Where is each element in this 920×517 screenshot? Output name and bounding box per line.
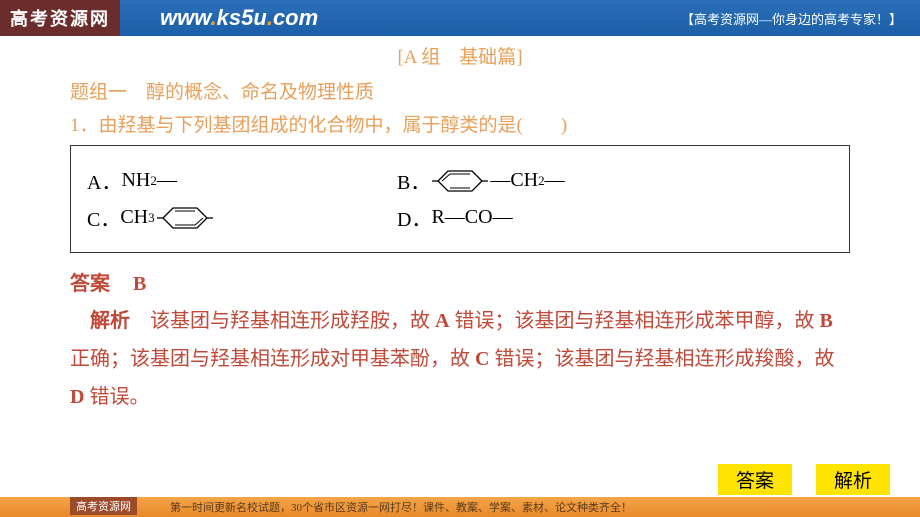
section-header: [A 组 基础篇] bbox=[70, 42, 850, 69]
explain-text: 错误；该基团与羟基相连形成羧酸，故 bbox=[489, 348, 834, 370]
option-formula: NH bbox=[121, 169, 150, 192]
top-banner: 高考资源网 www.ks5u.com 【高考资源网—你身边的高考专家！】 bbox=[0, 0, 920, 36]
option-formula: —CH bbox=[490, 169, 538, 192]
option-ref: C bbox=[475, 348, 489, 370]
option-ref: A bbox=[435, 310, 449, 332]
nav-buttons: 答案 解析 bbox=[718, 464, 890, 495]
slide-content: [A 组 基础篇] 题组一 醇的概念、命名及物理性质 1．由羟基与下列基团组成的… bbox=[0, 36, 920, 416]
answer-line: 答案 B bbox=[70, 267, 850, 296]
option-b: B． —CH2— bbox=[397, 166, 565, 195]
answer-label: 答案 bbox=[70, 273, 110, 295]
question-text: 1．由羟基与下列基团组成的化合物中，属于醇类的是( ) bbox=[70, 110, 850, 137]
explain-text: 正确；该基团与羟基相连形成对甲基苯酚，故 bbox=[70, 348, 475, 370]
benzene-ring-icon bbox=[157, 205, 213, 231]
options-row-2: C． CH3 D． R—CO— bbox=[87, 203, 833, 232]
subscript: 3 bbox=[148, 210, 155, 226]
option-formula: CH bbox=[120, 206, 148, 229]
answer-value: B bbox=[133, 273, 146, 295]
option-ref: D bbox=[70, 386, 84, 408]
options-box: A． NH2— B． —CH2— C． CH3 D． R—CO— bbox=[70, 145, 850, 253]
bond-line: — bbox=[545, 169, 565, 192]
site-url: www.ks5u.com bbox=[120, 5, 681, 31]
option-formula: R—CO— bbox=[431, 206, 512, 229]
group-header: 题组一 醇的概念、命名及物理性质 bbox=[70, 77, 850, 104]
options-row-1: A． NH2— B． —CH2— bbox=[87, 166, 833, 195]
explain-text: 错误；该基团与羟基相连形成苯甲醇，故 bbox=[449, 310, 819, 332]
footer-logo: 高考资源网 bbox=[70, 497, 137, 515]
option-c: C． CH3 bbox=[87, 203, 397, 232]
explain-label: 解析 bbox=[90, 310, 130, 332]
explain-text: 该基团与羟基相连形成羟胺，故 bbox=[130, 310, 435, 332]
option-label: C． bbox=[87, 203, 120, 232]
footer-bar: 高考资源网 第一时间更新名校试题，30个省市区资源一网打尽！课件、教案、学案、素… bbox=[0, 497, 920, 517]
option-d: D． R—CO— bbox=[397, 203, 513, 232]
footer-text: 第一时间更新名校试题，30个省市区资源一网打尽！课件、教案、学案、素材、论文种类… bbox=[170, 499, 632, 515]
option-a: A． NH2— bbox=[87, 166, 397, 195]
url-part: ks5u bbox=[217, 5, 267, 30]
url-part: com bbox=[273, 5, 318, 30]
explain-button[interactable]: 解析 bbox=[816, 464, 890, 495]
url-part: www bbox=[160, 5, 211, 30]
option-label: D． bbox=[397, 203, 431, 232]
site-logo: 高考资源网 bbox=[0, 0, 120, 36]
option-label: A． bbox=[87, 166, 121, 195]
benzene-ring-icon bbox=[432, 168, 488, 194]
option-ref: B bbox=[819, 310, 832, 332]
answer-button[interactable]: 答案 bbox=[718, 464, 792, 495]
option-label: B． bbox=[397, 166, 430, 195]
explain-text: 错误。 bbox=[84, 386, 149, 408]
explanation-block: 解析 该基团与羟基相连形成羟胺，故 A 错误；该基团与羟基相连形成苯甲醇，故 B… bbox=[70, 302, 850, 416]
bond-line: — bbox=[157, 169, 177, 192]
site-tagline: 【高考资源网—你身边的高考专家！】 bbox=[681, 9, 920, 28]
